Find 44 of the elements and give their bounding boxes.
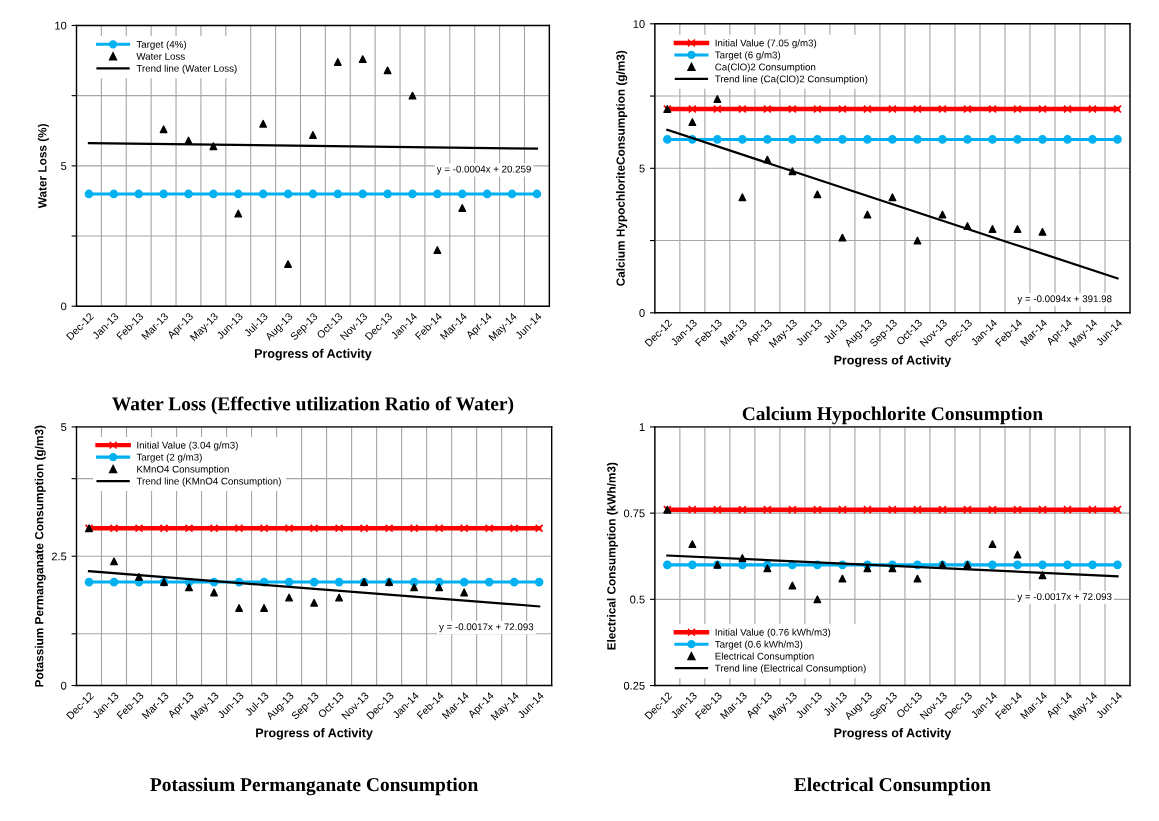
y-axis-title: Electrical Consumption (kWh/m3) [606, 462, 618, 650]
y-tick-label: 10 [55, 21, 67, 30]
text: Potassium Permanganate Consumption [150, 777, 479, 796]
legend-label: KMnO4 Consumption [137, 465, 229, 475]
text: Water Loss (Effective utilization Ratio of Water) [112, 396, 514, 415]
y-tick-label: 1 [639, 423, 645, 431]
x-axis-title: Progress of Activity [254, 348, 372, 361]
y-axis-title: Water Loss (%) [37, 124, 49, 209]
legend-label: Trend line (KMnO4 Consumption) [136, 477, 281, 487]
y-tick-label: 0.75 [623, 509, 645, 518]
y-tick-label: 0.25 [623, 681, 645, 690]
text: Calcium Hypochlorite Consumption [742, 406, 1043, 425]
legend-label: Target (6 g/m3) [715, 51, 781, 61]
legend-label: Water Loss [136, 53, 185, 60]
legend-label: Electrical Consumption [715, 652, 814, 662]
legend-label: Initial Value (7.05 g/m3) [715, 39, 817, 49]
legend-label: Target (0.6 kWh/m3) [715, 640, 803, 650]
legend-label: Trend line (Water Loss) [136, 64, 237, 74]
y-tick-label: 0 [61, 681, 67, 690]
x-axis-title: Progress of Activity [834, 355, 952, 368]
y-tick-label: 5 [61, 423, 67, 432]
legend-label: Ca(ClO)2 Consumption [715, 63, 816, 73]
legend-label: Target (4%) [136, 40, 187, 50]
y-tick-label: 10 [633, 20, 645, 28]
x-axis-title: Progress of Activity [256, 728, 373, 740]
y-axis-title: Calcium HypochloriteConsumption (g/m3) [616, 50, 628, 286]
legend-label: Initial Value (3.04 g/m3) [137, 441, 238, 451]
annotation: y = -0.0004x + 20.259 [436, 165, 531, 175]
y-tick-label: 5 [61, 162, 67, 170]
legend-label: Initial Value (0.76 kWh/m3) [715, 628, 831, 638]
annotation: y = -0.0094x + 391.98 [1017, 295, 1112, 305]
y-tick-label: 0 [61, 302, 67, 311]
y-axis-title: Potassium Permanganate Consumption (g/m3) [34, 425, 46, 687]
y-tick-label: 5 [639, 164, 645, 173]
y-tick-label: 0 [639, 309, 645, 317]
y-tick-label: 2.5 [51, 552, 67, 561]
legend-label: Target (2 g/m3) [136, 453, 202, 463]
text: Electrical Consumption [794, 777, 991, 796]
legend-label: Trend line (Electrical Consumption) [715, 664, 866, 674]
legend-label: Trend line (Ca(ClO)2 Consumption) [715, 75, 868, 85]
annotation: y = -0.0017x + 72.093 [439, 623, 534, 633]
annotation: y = -0.0017x + 72.093 [1017, 593, 1112, 602]
x-axis-title: Progress of Activity [834, 728, 952, 740]
y-tick-label: 0.5 [630, 595, 645, 604]
